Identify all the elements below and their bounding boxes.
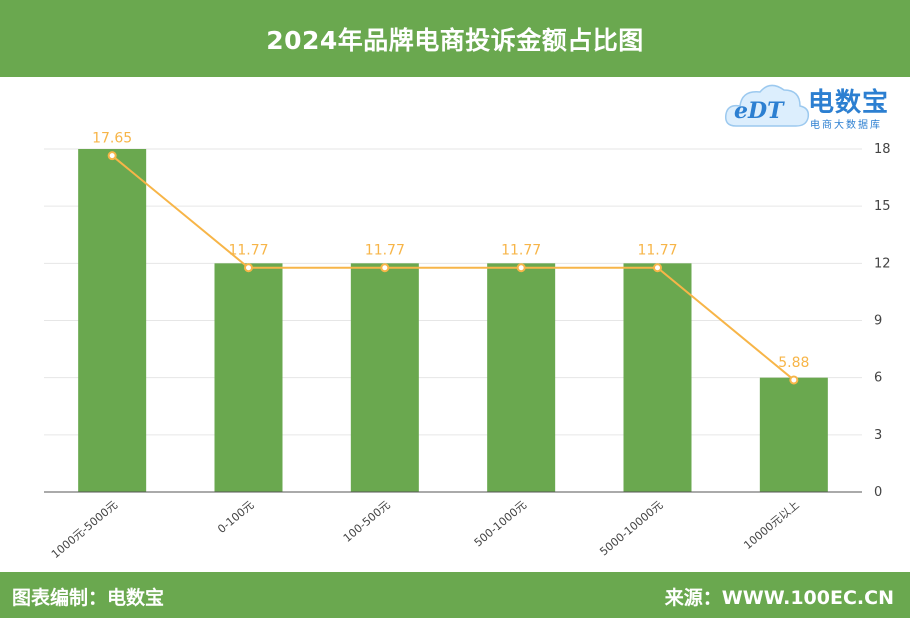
brand-logo: eDT 电数宝 电商大数据库 bbox=[722, 76, 907, 132]
line-series bbox=[111, 154, 795, 381]
logo-slogan: 电商大数据库 bbox=[810, 120, 882, 131]
y-tick-label: 18 bbox=[874, 142, 891, 157]
grid-lines bbox=[44, 148, 862, 436]
data-label: 11.77 bbox=[228, 243, 268, 259]
bar bbox=[78, 149, 147, 492]
x-tick-label: 1000元-5000元 bbox=[49, 498, 120, 561]
bar bbox=[350, 263, 419, 492]
footer-source: 来源：WWW.100EC.CN bbox=[664, 587, 894, 609]
line-point bbox=[789, 375, 799, 385]
y-tick-label: 9 bbox=[874, 314, 882, 329]
y-axis-ticks: 0 3 6 9 12 15 18 bbox=[874, 142, 891, 500]
y-tick-label: 3 bbox=[874, 428, 882, 443]
data-label: 11.77 bbox=[637, 243, 677, 259]
y-tick-label: 6 bbox=[874, 371, 882, 386]
y-tick-label: 15 bbox=[874, 199, 891, 214]
bar bbox=[623, 263, 692, 492]
data-labels: 17.65 11.77 11.77 11.77 11.77 5.88 bbox=[92, 131, 809, 371]
data-label: 11.77 bbox=[501, 243, 541, 259]
x-axis-ticks: 1000元-5000元 0-100元 100-500元 500-1000元 5000-1… bbox=[49, 498, 802, 561]
x-tick-label: 5000-10000元 bbox=[597, 498, 665, 558]
line-point bbox=[516, 263, 526, 273]
line-point bbox=[653, 263, 662, 273]
bar bbox=[214, 263, 283, 492]
cloud-icon bbox=[724, 84, 810, 127]
line-point bbox=[244, 263, 253, 273]
bar bbox=[759, 377, 828, 492]
bar bbox=[487, 263, 556, 492]
chart-title-bar: 2024年品牌电商投诉金额占比图 bbox=[0, 0, 910, 77]
chart-title: 2024年品牌电商投诉金额占比图 bbox=[266, 25, 644, 55]
logo-brand: 电数宝 bbox=[808, 88, 890, 118]
line-points bbox=[107, 151, 799, 385]
footer-credit: 图表编制：电数宝 bbox=[12, 587, 165, 609]
data-label: 11.77 bbox=[365, 243, 405, 259]
footer-bar: 图表编制：电数宝 来源：WWW.100EC.CN bbox=[0, 572, 910, 618]
x-tick-label: 100-500元 bbox=[341, 498, 393, 545]
logo-mark: eDT bbox=[734, 98, 784, 124]
x-tick-label: 0-100元 bbox=[215, 498, 256, 536]
data-label: 17.65 bbox=[92, 131, 132, 147]
y-tick-label: 12 bbox=[874, 256, 891, 271]
y-tick-label: 0 bbox=[874, 485, 882, 500]
bar-series bbox=[78, 149, 828, 492]
x-tick-label: 500-1000元 bbox=[472, 498, 529, 549]
line-point bbox=[107, 151, 117, 161]
chart-plot: 17.65 11.77 11.77 11.77 11.77 5.88 0 3 6 9 12 15 18… bbox=[44, 131, 891, 561]
data-label: 5.88 bbox=[778, 355, 809, 371]
line-point bbox=[380, 263, 390, 273]
series-line bbox=[111, 154, 795, 381]
x-tick-label: 10000元以上 bbox=[741, 498, 801, 552]
